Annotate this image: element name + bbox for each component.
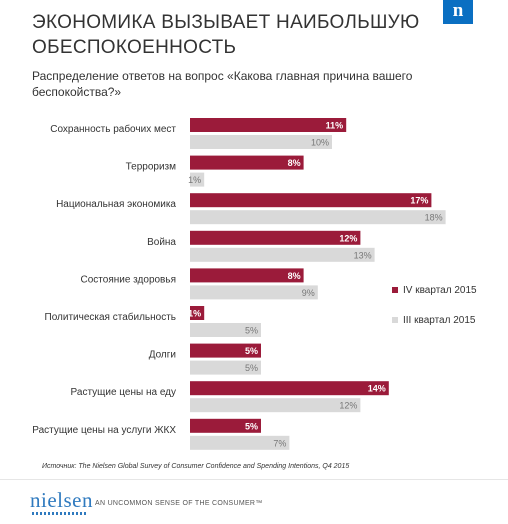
data-label-q3-2015: 5%: [245, 326, 258, 336]
data-label-q4-2015: 17%: [410, 196, 428, 206]
bar-q3-2015: [190, 210, 446, 225]
bar-q3-2015: [190, 172, 205, 187]
bar-q3-2015: [190, 435, 290, 450]
chart-subtitle: Распределение ответов на вопрос «Какова …: [32, 69, 413, 99]
data-label-q3-2015: 12%: [339, 401, 357, 411]
bar-q3-2015: [190, 398, 361, 413]
data-label-q4-2015: 1%: [188, 309, 201, 319]
data-label-q4-2015: 5%: [245, 346, 258, 356]
bar-q4-2015: [190, 155, 304, 170]
data-label-q4-2015: 8%: [288, 271, 301, 281]
category-label: Долги: [149, 350, 176, 361]
category-label: Сохранность рабочих мест: [50, 123, 176, 135]
data-label-q4-2015: 14%: [368, 384, 386, 394]
bar-q4-2015: [190, 306, 205, 320]
bar-q4-2015: [190, 118, 347, 132]
data-label-q4-2015: 11%: [326, 121, 344, 131]
bar-q4-2015: [190, 230, 361, 245]
bar-q3-2015: [190, 247, 375, 262]
category-label: Растущие цены на услуги ЖКХ: [32, 425, 176, 436]
bar-chart: Сохранность рабочих мест 11% 10% Терроризм 8…: [32, 118, 477, 450]
page-title: ЭКОНОМИКА ВЫЗЫВАЕТ НАИБОЛЬШУЮ ОБЕСПОКОЕН…: [32, 12, 420, 58]
data-label-q4-2015: 12%: [339, 233, 357, 243]
data-label-q3-2015: 18%: [425, 213, 443, 223]
category-label: Война: [147, 237, 176, 248]
category-label: Национальная экономика: [56, 199, 176, 210]
data-label-q3-2015: 1%: [188, 175, 201, 185]
legend-label: III квартал 2015: [403, 315, 476, 326]
bar-q3-2015: [190, 285, 318, 300]
data-label-q3-2015: 10%: [311, 138, 329, 148]
legend-swatch: [392, 287, 398, 293]
footer-divider: [0, 479, 508, 480]
data-label-q3-2015: 9%: [302, 288, 315, 298]
bar-q4-2015: [190, 268, 304, 283]
bar-q3-2015: [190, 135, 332, 149]
brand-dots: [32, 512, 88, 515]
legend-swatch: [392, 317, 398, 323]
data-label-q4-2015: 5%: [245, 421, 258, 431]
category-label: Состояние здоровья: [81, 274, 177, 285]
category-label: Политическая стабильность: [45, 311, 177, 323]
legend-label: IV квартал 2015: [403, 285, 477, 296]
brand-tagline: AN UNCOMMON SENSE OF THE CONSUMER™: [95, 500, 263, 507]
data-label-q3-2015: 5%: [245, 363, 258, 373]
nielsen-logo-icon: n: [443, 0, 473, 24]
brand-logo: nielsen: [30, 488, 93, 512]
bar-q4-2015: [190, 193, 432, 208]
source-note: Источник: The Nielsen Global Survey of C…: [42, 463, 350, 470]
bar-q4-2015: [190, 381, 389, 396]
data-label-q4-2015: 8%: [288, 158, 301, 168]
bar-q3-2015: [190, 323, 261, 337]
bar-q3-2015: [190, 360, 261, 375]
bar-q4-2015: [190, 418, 261, 433]
category-label: Терроризм: [126, 162, 177, 173]
bar-q4-2015: [190, 343, 261, 358]
data-label-q3-2015: 13%: [354, 250, 372, 260]
category-label: Растущие цены на еду: [71, 387, 176, 398]
data-label-q3-2015: 7%: [273, 438, 286, 448]
